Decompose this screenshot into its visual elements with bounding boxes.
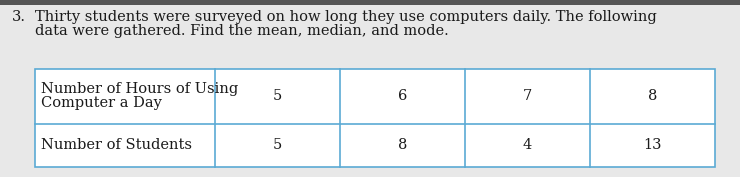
Text: 3.: 3. (12, 10, 26, 24)
Text: 8: 8 (398, 138, 407, 152)
Bar (0, 0, 740, 5)
Text: 13: 13 (643, 138, 662, 152)
Text: Computer a Day: Computer a Day (41, 96, 162, 110)
Text: Number of Students: Number of Students (41, 138, 192, 152)
Text: 6: 6 (398, 89, 407, 103)
Text: 8: 8 (648, 89, 657, 103)
Text: data were gathered. Find the mean, median, and mode.: data were gathered. Find the mean, media… (35, 24, 448, 38)
Text: 5: 5 (273, 138, 282, 152)
Text: Number of Hours of Using: Number of Hours of Using (41, 82, 238, 96)
Text: Thirty students were surveyed on how long they use computers daily. The followin: Thirty students were surveyed on how lon… (35, 10, 657, 24)
Text: 5: 5 (273, 89, 282, 103)
Text: 7: 7 (523, 89, 532, 103)
Bar (35, 69, 715, 167)
Text: 4: 4 (523, 138, 532, 152)
